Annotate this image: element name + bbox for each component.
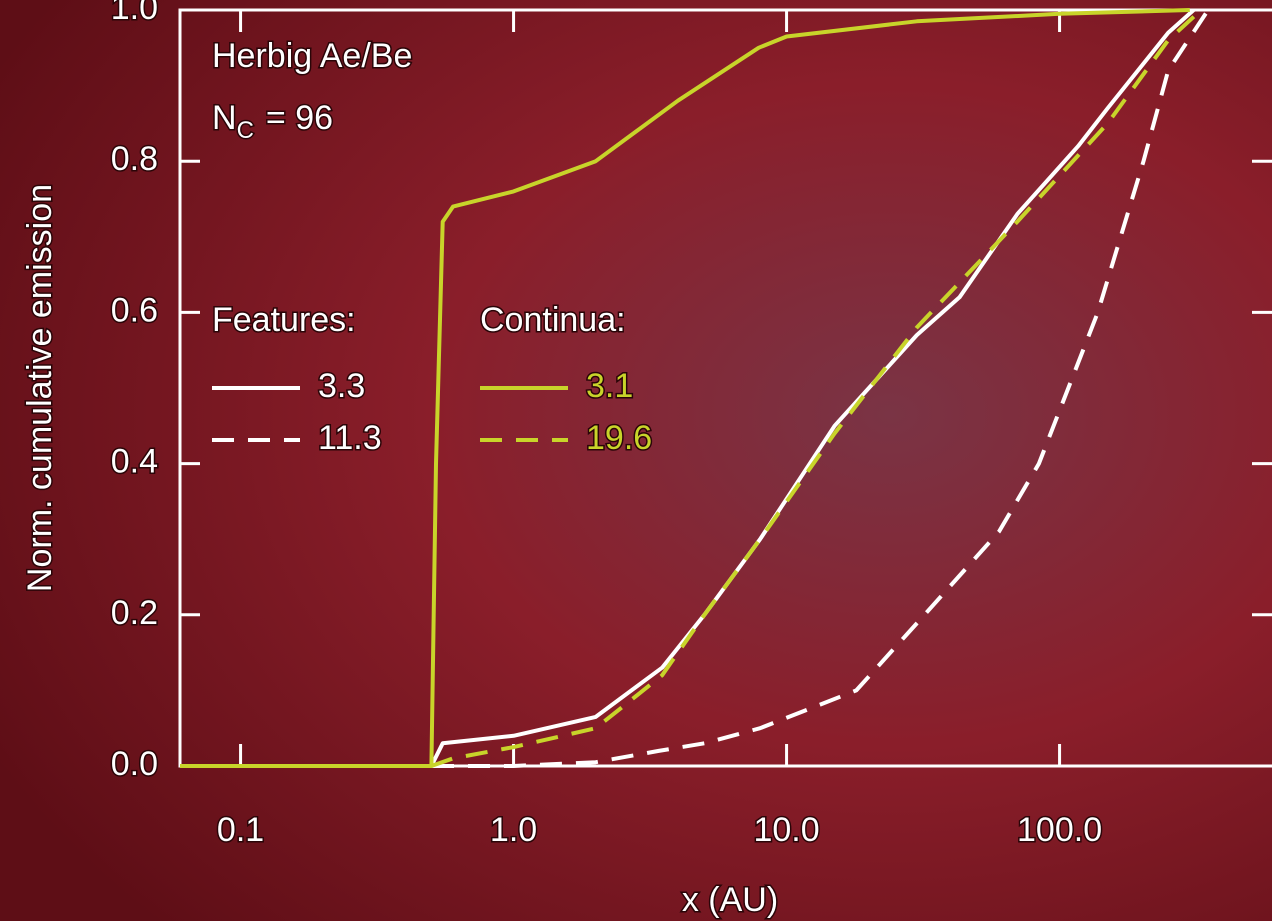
x-tick-label: 0.1 (217, 811, 264, 849)
annotation: Herbig Ae/Be (212, 37, 412, 75)
y-tick-label: 1.0 (111, 0, 158, 27)
y-tick-label: 0.6 (111, 291, 158, 329)
line (430, 8, 1203, 768)
annotation-subscript: C (237, 117, 254, 144)
legend-title: Continua: (480, 301, 626, 339)
y-tick-label: 0.2 (111, 594, 158, 632)
y-tick-label: 0.8 (111, 140, 158, 178)
annotation-part: N (212, 99, 237, 137)
legend-label: 11.3 (318, 419, 382, 457)
legend-label: 19.6 (586, 419, 652, 457)
legend-title: Features: (212, 301, 356, 339)
x-tick-label: 10.0 (753, 811, 819, 849)
plot-area (180, 8, 1210, 768)
x-axis-label: x (AU) (682, 881, 778, 919)
legend-label: 3.1 (586, 367, 633, 405)
annotation-part: = 96 (266, 99, 333, 137)
x-tick-label: 1.0 (490, 811, 537, 849)
annotation: NC = 96 (212, 99, 333, 144)
legend-label: 3.3 (318, 367, 365, 405)
y-tick-label: 0.0 (111, 745, 158, 783)
line (180, 8, 1190, 768)
y-tick-label: 0.4 (111, 443, 158, 481)
line (180, 8, 1210, 768)
line (180, 8, 1196, 768)
x-tick-label: 100.0 (1017, 811, 1102, 849)
y-axis-label: Norm. cumulative emission (21, 184, 59, 592)
axis-frame (178, 8, 1272, 768)
